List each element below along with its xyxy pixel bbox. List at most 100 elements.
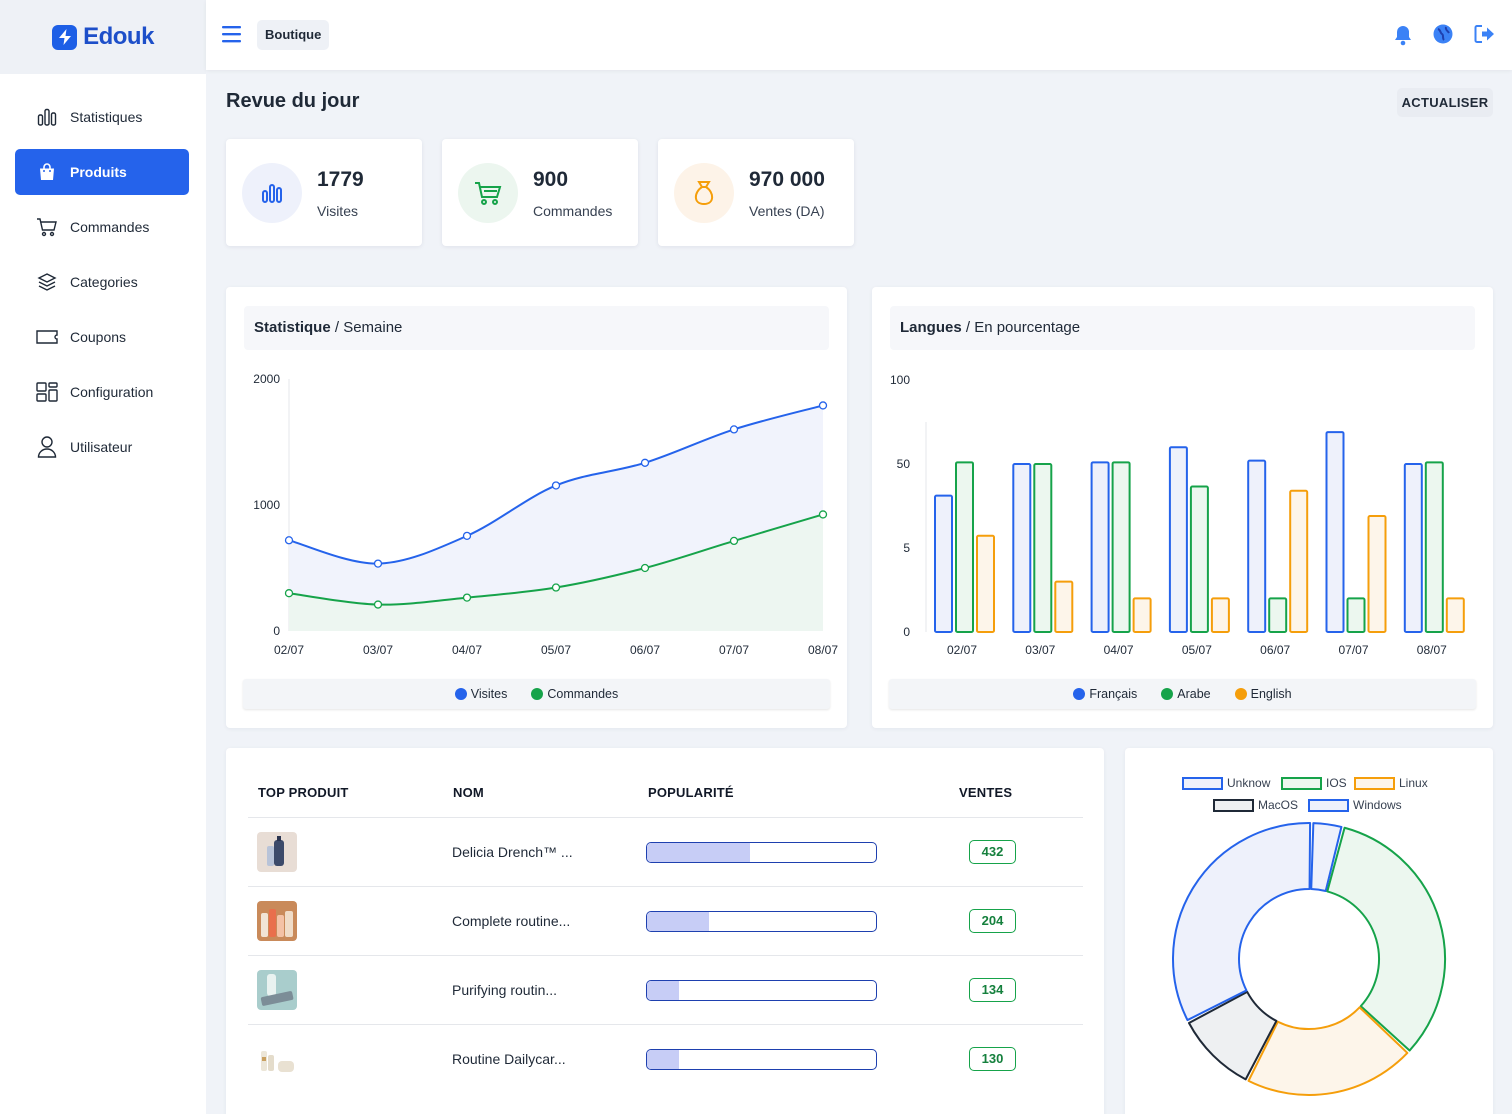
legend-item-commandes[interactable]: Commandes [531, 687, 618, 701]
donut-slice-linux [1247, 1006, 1409, 1096]
sidebar-nav: Statistiques Produits Commandes Categori… [0, 74, 206, 470]
weekly-chart-title: Statistique / Semaine [244, 306, 829, 350]
sidebar-item-configuration[interactable]: Configuration [15, 369, 189, 415]
column-header-ventes[interactable]: VENTES [959, 785, 1013, 800]
brand-logo-icon [52, 24, 78, 50]
legend-item-arabe[interactable]: Arabe [1161, 687, 1211, 701]
product-thumbnail [257, 970, 297, 1010]
data-point [551, 583, 561, 592]
popularity-bar [646, 1049, 877, 1070]
stat-value: 1779 [317, 168, 364, 191]
legend-item-francais[interactable]: Français [1073, 687, 1137, 701]
y-tick-label: 1000 [253, 498, 280, 512]
x-tick-label: 02/07 [947, 643, 977, 657]
data-point [729, 425, 739, 434]
product-name: Delicia Drench™ ... [452, 844, 573, 860]
logout-icon[interactable] [1474, 24, 1496, 46]
column-header-nom[interactable]: NOM [453, 785, 484, 800]
brand[interactable]: Edouk [0, 0, 206, 74]
layout-icon [36, 381, 58, 403]
legend-label: Windows [1353, 798, 1402, 812]
data-point [462, 531, 472, 541]
bar-français [1325, 431, 1345, 633]
legend-dot [454, 688, 467, 700]
donut-slice-unknow [1172, 822, 1312, 1022]
product-name: Routine Dailycar... [452, 1051, 566, 1067]
languages-chart-panel: Langues / En pourcentage 100 50 5 0 02/07 03/… [872, 287, 1493, 728]
sidebar-item-commandes[interactable]: Commandes [15, 204, 189, 250]
bar-français [1012, 463, 1032, 633]
bar-français [934, 494, 953, 633]
stat-card-ventes: 970 000 Ventes (DA) [658, 139, 854, 246]
bar-arabe [1424, 461, 1444, 633]
sidebar-item-coupons[interactable]: Coupons [15, 314, 189, 360]
languages-chart-title: Langues / En pourcentage [890, 306, 1475, 350]
top-products-table: TOP PRODUIT NOM POPULARITÉ VENTES Delici… [226, 748, 1104, 1114]
legend-item-macos[interactable]: MacOS [1213, 798, 1298, 812]
breadcrumb[interactable]: Boutique [257, 20, 330, 50]
sidebar: Edouk Statistiques Produits Commandes Ca… [0, 0, 206, 1114]
legend-label: MacOS [1258, 798, 1299, 812]
sidebar-item-label: Configuration [70, 384, 154, 400]
weekly-chart-title-bold: Statistique [254, 319, 331, 336]
legend-label: English [1250, 687, 1292, 701]
bar-arabe [1033, 463, 1053, 633]
globe-icon[interactable] [1433, 24, 1455, 46]
x-tick-label: 04/07 [452, 643, 482, 657]
legend-swatch [1213, 798, 1254, 812]
legend-item-ios[interactable]: IOS [1281, 776, 1347, 790]
legend-dot [531, 688, 544, 700]
sidebar-item-statistiques[interactable]: Statistiques [15, 94, 189, 140]
sales-badge: 134 [969, 978, 1016, 1002]
table-row[interactable]: Complete routine... 204 [248, 886, 1083, 955]
legend-item-windows[interactable]: Windows [1308, 798, 1402, 812]
legend-item-english[interactable]: English [1234, 687, 1292, 701]
hamburger-menu-icon[interactable] [222, 26, 241, 43]
column-header-popularite[interactable]: POPULARITÉ [648, 785, 734, 800]
x-tick-label: 07/07 [719, 643, 749, 657]
popularity-bar-fill [647, 1050, 680, 1069]
donut-slice-windows [1310, 822, 1343, 893]
column-header-top-produit[interactable]: TOP PRODUIT [258, 785, 349, 800]
bar-english [976, 534, 995, 634]
x-tick-label: 05/07 [541, 643, 571, 657]
bar-english [1445, 597, 1465, 633]
bell-icon[interactable] [1393, 24, 1415, 46]
sales-badge: 130 [969, 1047, 1016, 1071]
brand-name: Edouk [83, 23, 154, 50]
popularity-bar [646, 911, 877, 932]
legend-item-linux[interactable]: Linux [1354, 776, 1428, 790]
sidebar-item-categories[interactable]: Categories [15, 259, 189, 305]
sidebar-item-produits[interactable]: Produits [15, 149, 189, 195]
sidebar-item-utilisateur[interactable]: Utilisateur [15, 424, 189, 470]
popularity-bar-fill [647, 912, 709, 931]
legend-label: Français [1089, 687, 1138, 701]
languages-chart-title-bold: Langues [900, 319, 962, 336]
bar-arabe [1346, 597, 1366, 633]
bar-english [1210, 597, 1230, 633]
data-point [640, 563, 650, 573]
x-tick-label: 04/07 [1104, 643, 1134, 657]
table-row[interactable]: Purifying routin... 134 [248, 955, 1083, 1024]
popularity-bar-fill [647, 843, 751, 862]
table-row[interactable]: Delicia Drench™ ... 432 [248, 817, 1083, 886]
bar-chart-icon [242, 163, 302, 223]
user-icon [36, 436, 58, 458]
legend-label: Commandes [547, 687, 619, 701]
popularity-bar [646, 842, 877, 863]
product-thumbnail [257, 1039, 297, 1079]
refresh-button[interactable]: ACTUALISER [1397, 88, 1493, 117]
x-tick-label: 06/07 [1260, 643, 1290, 657]
table-row[interactable]: Routine Dailycar... 130 [248, 1024, 1083, 1093]
shopping-bag-icon [36, 161, 58, 183]
legend-label: Arabe [1177, 687, 1211, 701]
bar-français [1403, 463, 1423, 633]
bar-français [1247, 459, 1267, 633]
weekly-chart-legend: Visites Commandes [243, 679, 830, 709]
legend-item-unknow[interactable]: Unknow [1182, 776, 1270, 790]
sidebar-item-label: Commandes [70, 219, 150, 235]
legend-swatch [1354, 776, 1395, 790]
sidebar-item-label: Produits [70, 164, 127, 180]
legend-item-visites[interactable]: Visites [454, 687, 507, 701]
